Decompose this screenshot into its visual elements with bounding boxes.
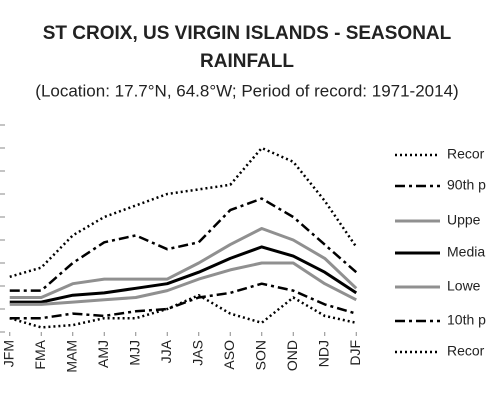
legend-label: Lowe — [447, 278, 481, 294]
legend-label: Recor — [447, 343, 485, 359]
legend-label: Media — [447, 244, 485, 260]
series-line — [9, 293, 357, 329]
x-tick-label: ASO — [221, 340, 237, 370]
chart-title: ST CROIX, US VIRGIN ISLANDS - SEASONAL RA… — [43, 23, 452, 72]
legend-label: 90th p — [447, 177, 486, 193]
legend-label: 10th p — [447, 312, 486, 328]
x-tick-label: JAS — [189, 340, 205, 366]
x-tick-label: AMJ — [95, 340, 111, 368]
legend-label: Uppe — [447, 212, 481, 228]
x-tick-label: DJF — [347, 340, 363, 366]
series-line — [9, 197, 358, 292]
x-tick-label: MJJ — [126, 340, 142, 366]
x-tick-label: MAM — [63, 340, 79, 373]
x-tick-label: FMA — [32, 339, 48, 369]
title-line: ST CROIX, US VIRGIN ISLANDS - SEASONAL — [43, 23, 452, 44]
chart-subtitle: (Location: 17.7°N, 64.8°W; Period of rec… — [35, 81, 458, 100]
x-tick-label: SON — [252, 340, 268, 370]
title-line: RAINFALL — [200, 51, 294, 72]
x-tick-label: NDJ — [315, 340, 331, 367]
series-line — [9, 245, 358, 304]
x-tick-label: JFM — [0, 340, 16, 367]
series-line — [9, 227, 358, 299]
x-tick-label: JJA — [158, 339, 174, 363]
legend-label: Recor — [447, 146, 485, 162]
series-line — [9, 146, 358, 278]
series-line — [9, 282, 357, 320]
x-tick-label: OND — [284, 340, 300, 371]
series-line — [9, 261, 357, 306]
